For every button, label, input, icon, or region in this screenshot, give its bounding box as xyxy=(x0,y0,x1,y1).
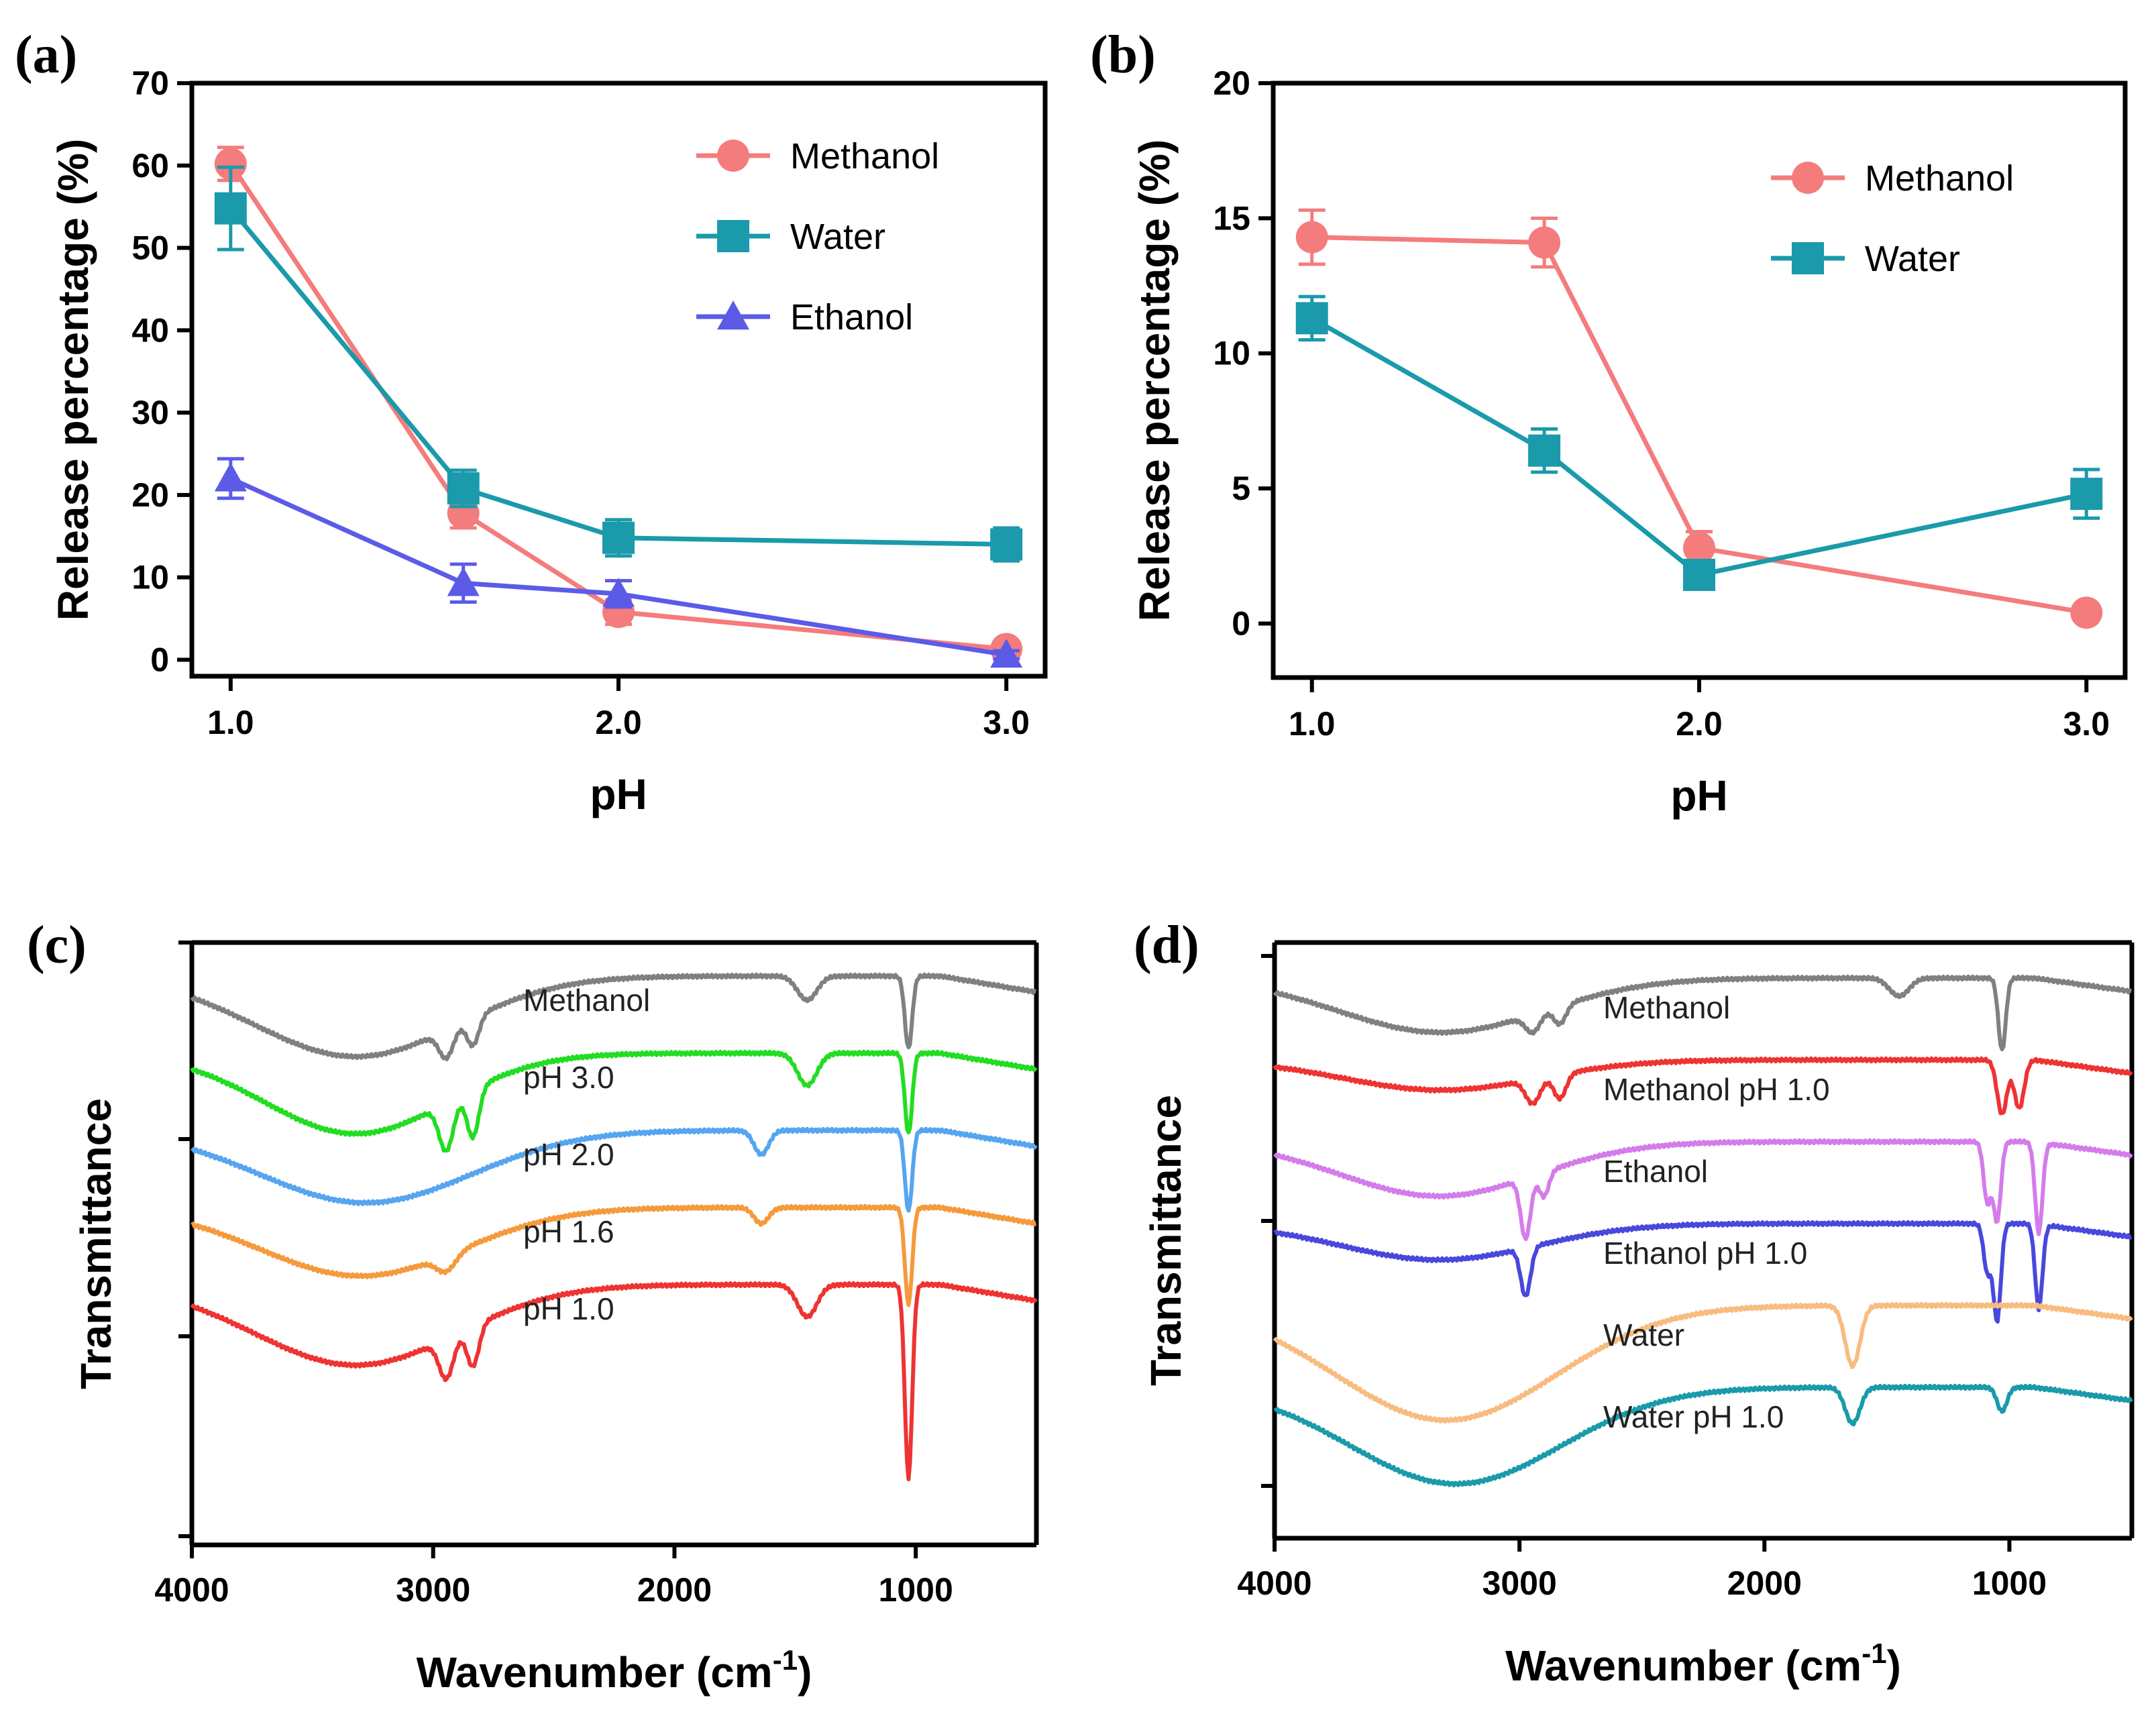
y-axis-title: Release percentage (%) xyxy=(49,139,97,621)
y-tick-label: 10 xyxy=(1213,335,1250,372)
x-tick-label: 1000 xyxy=(879,1571,953,1609)
series-line xyxy=(229,476,1007,657)
series-line xyxy=(1310,316,2087,578)
legend-label: Ethanol xyxy=(790,297,913,337)
spectrum-line xyxy=(190,972,1037,1061)
legend-marker xyxy=(1792,162,1824,194)
panel-label-a: (a) xyxy=(15,25,77,85)
spectrum-line xyxy=(1273,1383,2133,1488)
x-axis-title: pH xyxy=(1670,771,1727,820)
y-tick-label: 30 xyxy=(131,394,169,431)
legend-marker xyxy=(717,140,749,172)
y-tick-label: 0 xyxy=(150,641,169,678)
y-axis-title: Transmittance xyxy=(72,1098,120,1389)
x-tick-label: 3.0 xyxy=(983,704,1030,741)
data-point xyxy=(2070,596,2103,629)
data-point xyxy=(1528,226,1561,259)
data-point xyxy=(447,567,480,596)
data-point xyxy=(214,192,247,225)
y-tick-label: 10 xyxy=(131,559,169,596)
data-point xyxy=(602,578,635,607)
spectrum-line xyxy=(190,1049,1038,1153)
data-point xyxy=(447,472,480,505)
data-point xyxy=(1295,302,1328,335)
spectrum-line xyxy=(190,1281,1038,1482)
x-tick-label: 1000 xyxy=(1972,1564,2047,1602)
x-axis-title: Wavenumber (cm-1) xyxy=(417,1644,812,1697)
y-tick-label: 60 xyxy=(131,147,169,184)
legend-label: Methanol xyxy=(790,136,939,176)
x-tick-label: 4000 xyxy=(1237,1564,1311,1602)
y-tick-label: 20 xyxy=(1213,64,1250,102)
x-tick-label: 2000 xyxy=(1727,1564,1802,1602)
x-tick-label: 4000 xyxy=(154,1571,229,1609)
x-tick-label: 2000 xyxy=(637,1571,712,1609)
x-axis-title: pH xyxy=(590,770,647,818)
series-line xyxy=(228,162,1007,651)
data-point xyxy=(990,528,1023,561)
chart-panel-c: 4000 3000 2000 1000 Wavenumber (cm-1) Transmi… xyxy=(72,940,1039,1697)
data-point xyxy=(214,148,247,180)
y-tick-label: 0 xyxy=(1232,604,1250,642)
series-line xyxy=(1311,235,2087,615)
panel-label-c: (c) xyxy=(27,916,87,975)
chart-panel-b: 0 5 10 15 20 1.0 2.0 3.0 pH Release percentage (%… xyxy=(1130,64,2128,820)
x-tick-label: 1.0 xyxy=(1289,705,1336,743)
x-tick-label: 2.0 xyxy=(595,704,642,741)
spectrum-line xyxy=(1273,1220,2133,1324)
y-tick-label: 20 xyxy=(131,476,169,514)
data-point xyxy=(602,521,635,554)
chart-panel-a: 0 10 20 30 40 50 60 70 1.0 2.0 3.0 pH Release percen… xyxy=(49,64,1048,818)
data-point xyxy=(214,462,247,492)
series-line xyxy=(229,207,1007,547)
spectrum-line xyxy=(191,1203,1037,1307)
data-point xyxy=(1683,558,1715,591)
x-tick-label: 1.0 xyxy=(207,704,254,741)
trace-label: Water pH 1.0 xyxy=(1603,1399,1784,1434)
data-point xyxy=(2070,478,2103,511)
trace-label: Methanol xyxy=(1603,990,1730,1025)
trace-label: Ethanol pH 1.0 xyxy=(1603,1236,1807,1271)
x-tick-label: 3.0 xyxy=(2063,705,2110,743)
x-axis-title: Wavenumber (cm-1) xyxy=(1505,1638,1901,1690)
legend-label: Water xyxy=(790,217,885,257)
y-tick-label: 40 xyxy=(131,311,169,349)
panel-label-d: (d) xyxy=(1134,916,1199,975)
trace-label: Ethanol xyxy=(1603,1154,1708,1189)
spectrum-line xyxy=(190,1126,1038,1213)
y-tick-label: 70 xyxy=(131,64,169,102)
trace-label: pH 1.0 xyxy=(523,1291,614,1326)
y-axis-title: Transmittance xyxy=(1142,1095,1190,1386)
chart-panel-d: 4000 3000 2000 1000 Wavenumber (cm-1) Transmi… xyxy=(1142,940,2135,1690)
legend-marker xyxy=(717,220,749,252)
trace-label: Water xyxy=(1603,1318,1684,1352)
trace-label: pH 1.6 xyxy=(523,1214,614,1249)
legend-marker xyxy=(717,301,749,330)
y-tick-label: 15 xyxy=(1213,199,1250,237)
x-tick-label: 3000 xyxy=(396,1571,470,1609)
legend-label: Water xyxy=(1865,239,1960,279)
trace-label: Methanol pH 1.0 xyxy=(1603,1072,1830,1107)
spectrum-line xyxy=(1273,974,2133,1052)
y-tick-label: 5 xyxy=(1232,470,1250,507)
spectrum-line xyxy=(1273,1301,2133,1424)
data-point xyxy=(990,639,1023,668)
x-tick-label: 3000 xyxy=(1483,1564,1557,1602)
y-tick-label: 50 xyxy=(131,229,169,267)
data-point xyxy=(1683,531,1715,564)
trace-label: pH 3.0 xyxy=(523,1060,614,1095)
x-tick-label: 2.0 xyxy=(1676,705,1723,743)
y-axis-title: Release percentage (%) xyxy=(1130,140,1179,622)
spectrum-line xyxy=(1273,1056,2133,1116)
legend-label: Methanol xyxy=(1865,158,2014,199)
spectrum-line xyxy=(1273,1138,2133,1242)
trace-label: pH 2.0 xyxy=(523,1137,614,1172)
legend-marker xyxy=(1792,242,1824,274)
trace-label: Methanol xyxy=(523,983,650,1018)
panel-label-b: (b) xyxy=(1090,25,1156,85)
data-point xyxy=(1528,434,1561,467)
data-point xyxy=(1295,221,1328,254)
